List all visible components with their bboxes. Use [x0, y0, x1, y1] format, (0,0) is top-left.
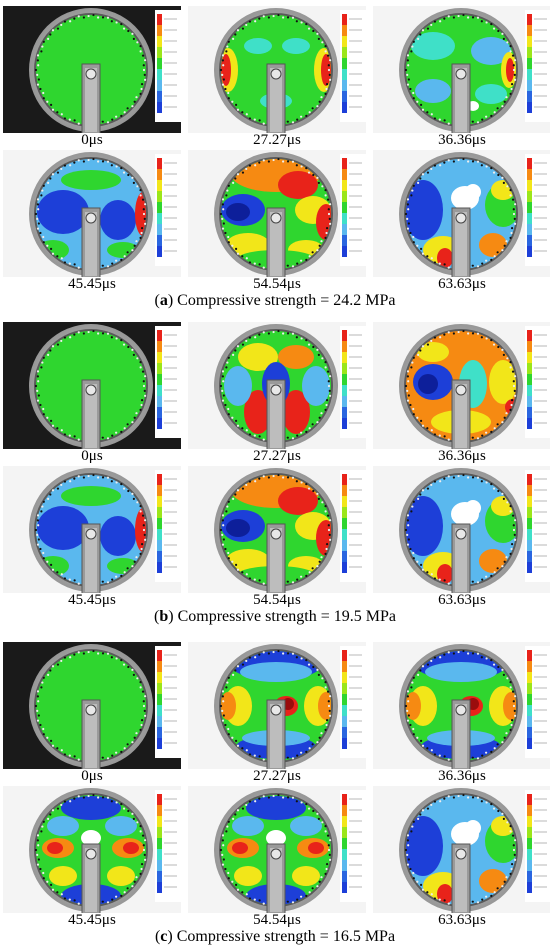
strain-field-image: [3, 150, 181, 277]
strain-map-frame: [188, 322, 366, 449]
panel-caption: (c) Compressive strength = 16.5 MPa: [154, 928, 396, 945]
strain-field-image: [373, 322, 550, 449]
time-label: 36.36μs: [438, 768, 486, 784]
strain-map-frame: [3, 786, 181, 913]
time-label: 45.45μs: [68, 912, 116, 928]
panel-letter: b: [159, 608, 169, 625]
time-label: 63.63μs: [438, 592, 486, 608]
strain-field-image: [188, 786, 366, 913]
strain-field-image: [3, 6, 181, 133]
time-label: 36.36μs: [438, 132, 486, 148]
strain-field-image: [373, 642, 550, 769]
caption-text: Compressive strength = 24.2 MPa: [177, 292, 396, 309]
strain-map-frame: [3, 322, 181, 449]
time-label: 0μs: [81, 448, 103, 464]
strain-field-image: [3, 642, 181, 769]
strain-map-frame: [188, 6, 366, 133]
strain-field-image: [188, 150, 366, 277]
time-label: 45.45μs: [68, 592, 116, 608]
strain-map-frame: [373, 466, 550, 593]
time-label: 0μs: [81, 132, 103, 148]
time-label: 27.27μs: [253, 768, 301, 784]
strain-map-frame: [373, 642, 550, 769]
strain-field-image: [3, 322, 181, 449]
strain-field-image: [188, 466, 366, 593]
strain-field-image: [373, 6, 550, 133]
caption-text: Compressive strength = 16.5 MPa: [176, 928, 396, 945]
time-label: 27.27μs: [253, 132, 301, 148]
strain-field-image: [188, 6, 366, 133]
strain-field-image: [373, 150, 550, 277]
time-label: 54.54μs: [253, 276, 301, 292]
time-label: 54.54μs: [253, 912, 301, 928]
strain-map-frame: [188, 642, 366, 769]
time-label: 27.27μs: [253, 448, 301, 464]
strain-map-frame: [188, 786, 366, 913]
caption-text: Compressive strength = 19.5 MPa: [177, 608, 396, 625]
panel-letter: a: [159, 292, 168, 309]
strain-field-image: [3, 786, 181, 913]
strain-field-image: [188, 322, 366, 449]
strain-field-image: [373, 466, 550, 593]
strain-map-frame: [188, 150, 366, 277]
strain-field-image: [3, 466, 181, 593]
panel-caption: (a) Compressive strength = 24.2 MPa: [154, 292, 396, 309]
time-label: 54.54μs: [253, 592, 301, 608]
strain-map-frame: [3, 6, 181, 133]
strain-map-frame: [188, 466, 366, 593]
strain-map-frame: [3, 642, 181, 769]
panel-caption: (b) Compressive strength = 19.5 MPa: [154, 608, 396, 625]
strain-map-frame: [373, 150, 550, 277]
strain-map-frame: [373, 786, 550, 913]
strain-map-frame: [373, 6, 550, 133]
panel-letter: c: [160, 928, 168, 945]
time-label: 0μs: [81, 768, 103, 784]
time-label: 63.63μs: [438, 276, 486, 292]
strain-map-frame: [3, 150, 181, 277]
strain-map-frame: [3, 466, 181, 593]
time-label: 63.63μs: [438, 912, 486, 928]
strain-field-image: [373, 786, 550, 913]
strain-map-frame: [373, 322, 550, 449]
time-label: 36.36μs: [438, 448, 486, 464]
strain-field-image: [188, 642, 366, 769]
time-label: 45.45μs: [68, 276, 116, 292]
